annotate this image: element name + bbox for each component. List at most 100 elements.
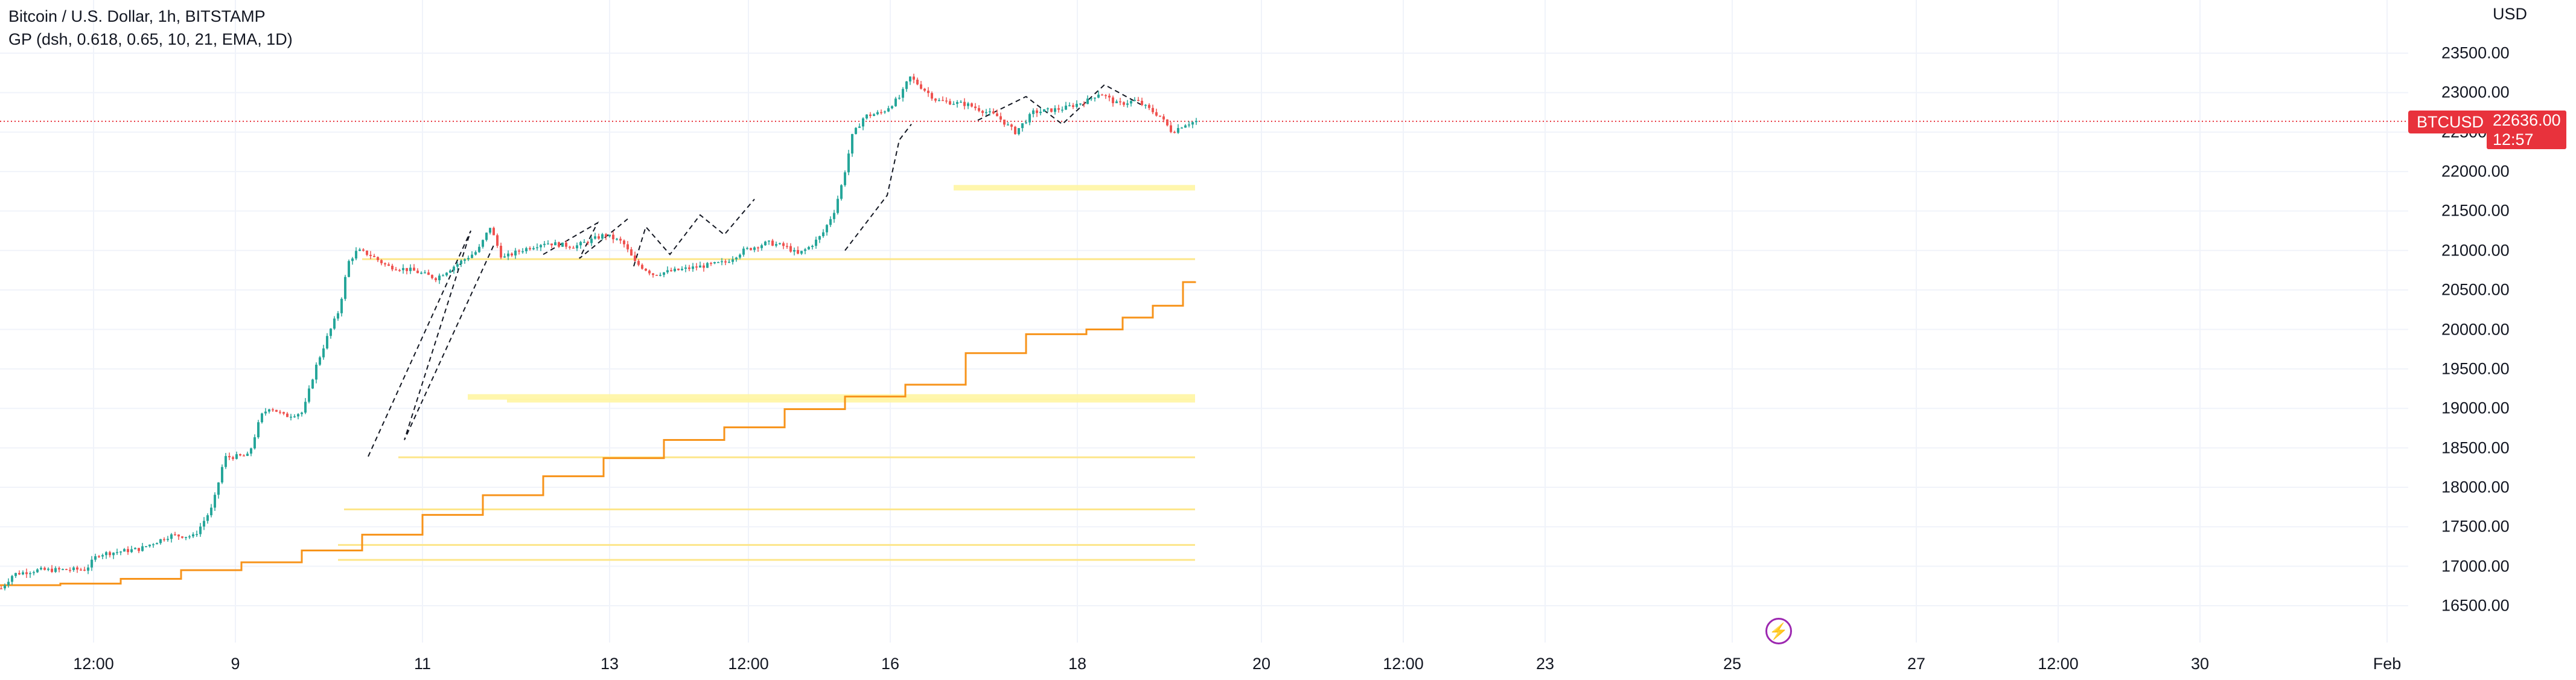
candle-body bbox=[83, 569, 86, 571]
candle-body bbox=[981, 111, 984, 113]
candle-body bbox=[963, 101, 966, 106]
candle-body bbox=[297, 414, 299, 417]
candle-body bbox=[960, 101, 962, 103]
candle-body bbox=[493, 228, 495, 236]
candle-body bbox=[225, 456, 227, 467]
candle-body bbox=[800, 251, 803, 254]
time-axis[interactable]: 12:00 9 11 13 12:00 16 18 20 12:00 23 25 27 12:00 30 F… bbox=[0, 643, 2576, 680]
candle-body bbox=[478, 246, 480, 252]
candle-body bbox=[460, 260, 462, 265]
candle-body bbox=[855, 127, 857, 134]
time-tick-label: 9 bbox=[231, 655, 240, 673]
candle-body bbox=[837, 199, 839, 213]
price-tick-label: 16500.00 bbox=[2441, 596, 2510, 615]
candle-body bbox=[746, 248, 748, 249]
candle-body bbox=[866, 114, 868, 119]
candle-body bbox=[920, 84, 922, 89]
candle-body bbox=[1126, 103, 1129, 105]
candle-body bbox=[496, 235, 499, 246]
candle-body bbox=[435, 278, 437, 281]
candle-body bbox=[4, 585, 6, 589]
candle-body bbox=[344, 277, 346, 299]
candle-body bbox=[232, 457, 234, 459]
candle-body bbox=[188, 536, 191, 537]
candle-body bbox=[18, 573, 21, 575]
candle-body bbox=[58, 568, 60, 569]
candle-body bbox=[366, 251, 368, 255]
candle-body bbox=[54, 568, 57, 573]
price-chart[interactable] bbox=[0, 0, 2408, 643]
candle-body bbox=[203, 521, 205, 527]
symbol-title[interactable]: Bitcoin / U.S. Dollar, 1h, BITSTAMP bbox=[8, 7, 266, 25]
candle-body bbox=[369, 255, 372, 256]
candle-body bbox=[442, 275, 444, 277]
candle-body bbox=[228, 456, 231, 458]
candle-body bbox=[11, 576, 13, 582]
candle-body bbox=[221, 467, 223, 483]
candle-body bbox=[1047, 108, 1049, 109]
candle-body bbox=[308, 388, 310, 402]
dashed-pattern bbox=[977, 84, 1141, 125]
candle-body bbox=[40, 568, 42, 569]
candle-body bbox=[62, 569, 64, 570]
candle-body bbox=[840, 185, 843, 199]
candle-body bbox=[449, 270, 451, 273]
candle-body bbox=[1086, 98, 1089, 104]
candle-body bbox=[891, 106, 893, 109]
candle-body bbox=[876, 112, 879, 115]
candle-body bbox=[322, 348, 325, 358]
candle-body bbox=[587, 242, 589, 243]
candle-body bbox=[105, 552, 107, 556]
price-tick-label: 18000.00 bbox=[2441, 478, 2510, 496]
bar-countdown: 12:57 bbox=[2493, 130, 2534, 149]
candle-body bbox=[949, 101, 951, 105]
candle-body bbox=[373, 255, 375, 257]
lightning-icon[interactable]: ⚡ bbox=[1765, 618, 1792, 644]
candle-body bbox=[880, 112, 882, 114]
candle-body bbox=[351, 258, 354, 261]
candle-body bbox=[887, 108, 890, 112]
indicator-title[interactable]: GP (dsh, 0.618, 0.65, 10, 21, EMA, 1D) bbox=[8, 30, 293, 48]
candle-body bbox=[261, 413, 263, 423]
candle-body bbox=[768, 240, 770, 242]
candle-body bbox=[1170, 125, 1172, 132]
candle-body bbox=[579, 242, 582, 246]
candle-body bbox=[1057, 108, 1060, 110]
candle-body bbox=[1010, 124, 1013, 127]
candle-body bbox=[1072, 105, 1074, 107]
candle-body bbox=[692, 266, 694, 269]
candle-body bbox=[779, 243, 781, 245]
candle-body bbox=[246, 454, 249, 456]
candle-body bbox=[713, 262, 716, 264]
candle-body bbox=[804, 249, 806, 251]
candle-body bbox=[387, 264, 390, 266]
candle-body bbox=[775, 244, 777, 246]
candle-body bbox=[540, 245, 542, 248]
candle-body bbox=[529, 248, 531, 249]
last-price: 22636.00 bbox=[2493, 111, 2561, 129]
candle-body bbox=[112, 553, 115, 556]
candle-body bbox=[605, 234, 607, 237]
candle-body bbox=[1014, 126, 1016, 135]
candle-body bbox=[829, 219, 832, 225]
candle-body bbox=[608, 234, 611, 237]
price-tick-label: 21500.00 bbox=[2441, 201, 2510, 220]
candle-body bbox=[652, 273, 654, 275]
candle-body bbox=[724, 261, 727, 263]
candle-body bbox=[561, 242, 564, 247]
candle-body bbox=[123, 549, 126, 552]
price-axis[interactable]: 23500.0023000.0022500.0022000.0021500.00… bbox=[2387, 0, 2576, 643]
candle-body bbox=[1028, 114, 1031, 123]
candle-body bbox=[967, 103, 969, 106]
candle-body bbox=[536, 247, 538, 249]
candle-body bbox=[576, 245, 578, 249]
time-tick-label: 18 bbox=[1068, 655, 1087, 673]
candle-body bbox=[170, 534, 173, 539]
candle-body bbox=[1021, 123, 1024, 129]
ema-step-line bbox=[0, 281, 1196, 586]
candle-body bbox=[485, 233, 488, 240]
candle-body bbox=[753, 247, 756, 250]
candle-body bbox=[594, 236, 596, 239]
candle-body bbox=[1090, 98, 1092, 100]
